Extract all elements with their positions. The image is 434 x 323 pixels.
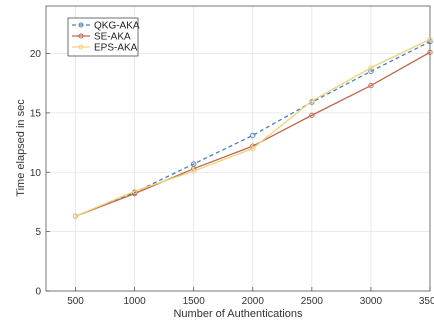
- legend-label-eps-aka: EPS-AKA: [94, 43, 138, 54]
- data-point-se-aka: [309, 112, 315, 118]
- x-tick-label: 2500: [301, 296, 324, 307]
- series-line-qkg-aka: [75, 41, 431, 217]
- x-tick-label: 3000: [360, 296, 383, 307]
- y-axis-label: Time elapsed in sec: [15, 99, 27, 197]
- y-tick-label: 20: [30, 49, 42, 60]
- data-point-eps-aka: [131, 188, 138, 194]
- series-group: [72, 36, 433, 219]
- data-point-eps-aka: [368, 65, 374, 71]
- data-point-se-aka: [368, 82, 374, 89]
- legend-label-se-aka: SE-AKA: [94, 32, 131, 43]
- y-tick-label: 0: [35, 287, 41, 298]
- y-tick-label: 5: [35, 227, 41, 238]
- legend-marker-se-aka: [78, 33, 84, 39]
- data-point-eps-aka: [250, 145, 256, 152]
- data-point-eps-aka: [72, 213, 79, 219]
- x-tick-label: 1500: [183, 296, 206, 307]
- data-point-qkg-aka: [368, 68, 374, 74]
- data-point-eps-aka: [427, 36, 433, 42]
- legend-marker-eps-aka: [78, 44, 84, 50]
- x-tick-label: 500: [67, 296, 84, 307]
- data-point-se-aka: [427, 49, 433, 55]
- data-point-qkg-aka: [250, 132, 256, 139]
- y-tick-label: 15: [30, 108, 42, 119]
- legend-marker-qkg-aka: [78, 22, 84, 28]
- plot-frame: [45, 5, 431, 292]
- x-axis-label: Number of Authentications: [173, 308, 303, 320]
- y-tick-label: 10: [30, 168, 42, 179]
- x-tick-label: 2000: [242, 296, 265, 307]
- x-tick-label: 1000: [123, 296, 146, 307]
- series-line-eps-aka: [75, 38, 431, 217]
- data-point-eps-aka: [309, 98, 315, 104]
- legend-label-qkg-aka: QKG-AKA: [94, 21, 140, 32]
- data-point-eps-aka: [191, 168, 197, 174]
